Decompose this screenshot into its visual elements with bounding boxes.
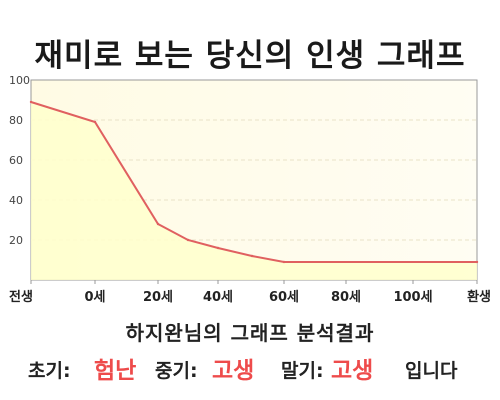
- late-value: 고생: [331, 358, 374, 384]
- early-value: 험난: [94, 358, 137, 384]
- data-point: [186, 238, 190, 242]
- data-point: [250, 254, 254, 258]
- data-point: [29, 100, 33, 104]
- y-tick-label: 100: [9, 74, 30, 87]
- analysis-summary: 하지완님의 그래프 분석결과: [125, 321, 375, 345]
- mid-value: 고생: [212, 358, 255, 384]
- mid-label: 중기:: [155, 360, 198, 382]
- data-point: [216, 246, 220, 250]
- grid-lines: [31, 119, 477, 241]
- data-point: [93, 120, 97, 124]
- x-tick-label: 전생: [9, 289, 33, 305]
- chart-title: 재미로 보는 당신의 인생 그래프: [34, 38, 466, 74]
- y-tick-label: 40: [9, 194, 23, 207]
- x-tick-label: 환생: [467, 289, 491, 305]
- y-tick-label: 20: [9, 234, 23, 247]
- x-tick-label: 40세: [203, 290, 233, 305]
- data-point: [282, 260, 286, 264]
- area-fill: [31, 102, 477, 280]
- data-point: [156, 222, 160, 226]
- y-tick-label: 60: [9, 154, 23, 167]
- result-ending: 입니다: [405, 360, 458, 382]
- late-label: 말기:: [281, 360, 324, 382]
- x-tick-label: 80세: [331, 290, 361, 305]
- y-tick-label: 80: [9, 114, 23, 127]
- series-line: [30, 101, 477, 263]
- early-label: 초기:: [28, 360, 71, 382]
- x-axis: 전생 0세 20세 40세 60세 80세 100세 환생: [9, 280, 491, 305]
- x-tick-label: 20세: [143, 290, 173, 305]
- x-tick-label: 0세: [84, 290, 105, 305]
- y-axis: 20 40 60 80 100: [9, 74, 30, 247]
- x-tick-label: 100세: [393, 290, 432, 305]
- data-point: [475, 260, 479, 264]
- analysis-result: 초기: 험난 중기: 고생 말기: 고생 입니다: [0, 346, 500, 384]
- x-tick-label: 60세: [269, 290, 299, 305]
